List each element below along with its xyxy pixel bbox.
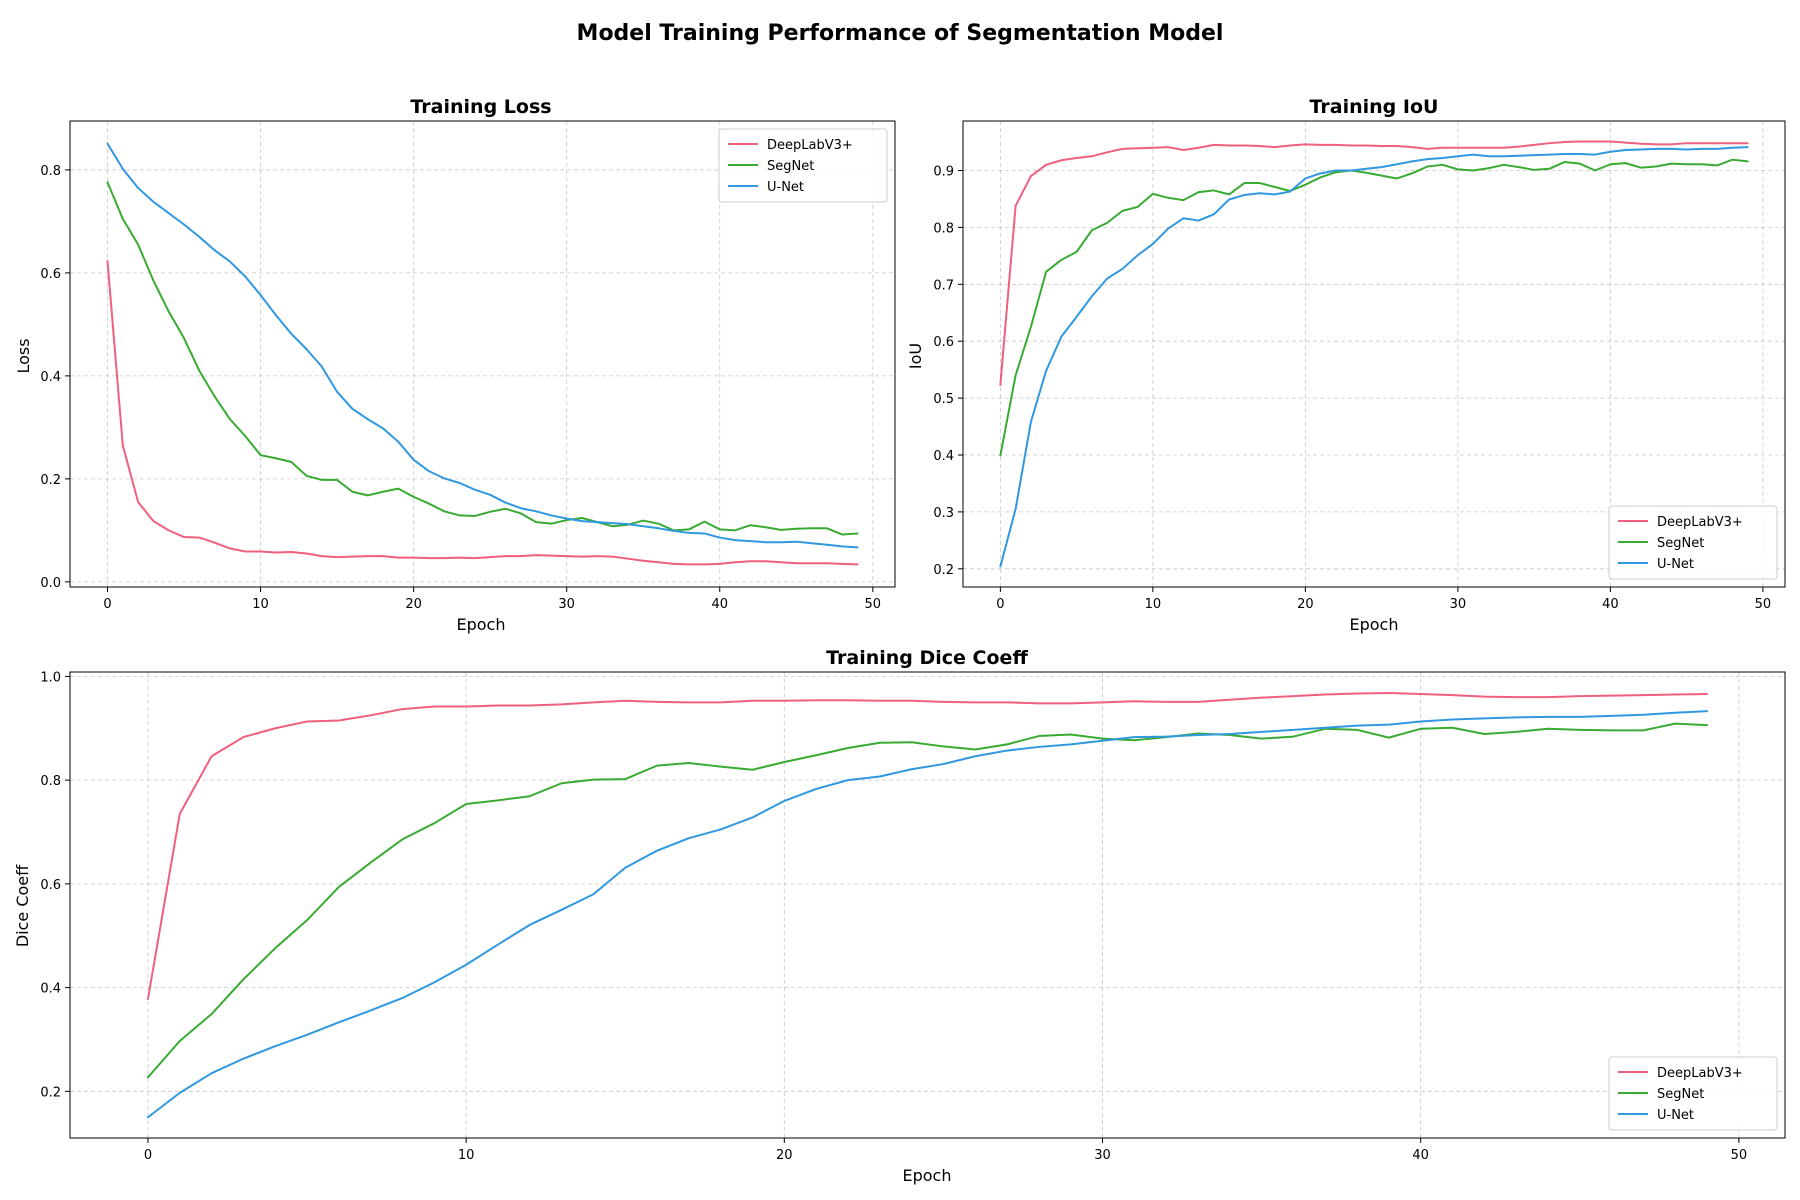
dice-series-segnet-line	[146, 722, 1709, 1079]
iou-xtick-label: 50	[1755, 597, 1772, 612]
dice-xtick-label: 10	[458, 1148, 475, 1163]
loss-ytick-label: 0.2	[40, 473, 61, 488]
iou-ytick-label: 0.5	[933, 392, 954, 407]
loss-legend-label-segnet: SegNet	[767, 159, 814, 174]
loss-chart-ylabel: Loss	[14, 338, 33, 373]
dice-grid	[70, 672, 1785, 1138]
iou-ytick-label: 0.2	[933, 563, 954, 578]
dice-legend-box	[1608, 1056, 1778, 1131]
iou-legend-label-deeplabv3: DeepLabV3+	[1657, 515, 1743, 530]
dice-xtick-label: 50	[1731, 1148, 1748, 1163]
iou-chart: Training IoU Epoch IoU 0 10 20 30 40 50 0.2 0.3…	[906, 96, 1786, 634]
iou-xtick-label: 20	[1297, 597, 1314, 612]
iou-plot-frame	[962, 120, 1786, 588]
dice-legend-label-u-net: U-Net	[1657, 1108, 1694, 1123]
figure-title: Model Training Performance of Segmentati…	[577, 21, 1224, 46]
iou-chart-xlabel: Epoch	[1350, 615, 1399, 634]
iou-chart-title: Training IoU	[1310, 96, 1439, 118]
dice-xtick-label: 30	[1094, 1148, 1111, 1163]
dice-chart-title: Training Dice Coeff	[826, 647, 1028, 669]
dice-legend: DeepLabV3+ SegNet U-Net	[1608, 1056, 1778, 1131]
iou-series-u-net-line	[999, 146, 1749, 568]
loss-series-segnet-line	[106, 181, 859, 536]
iou-xtick-label: 30	[1450, 597, 1467, 612]
dice-legend-label-deeplabv3: DeepLabV3+	[1657, 1066, 1743, 1081]
iou-legend: DeepLabV3+ SegNet U-Net	[1608, 505, 1778, 580]
loss-chart: Training Loss Epoch Loss 0 10 20 30 40 50 0.0 0…	[14, 96, 896, 634]
dice-chart-ylabel: Dice Coeff	[13, 864, 32, 947]
iou-xtick-label: 0	[996, 597, 1004, 612]
loss-xtick-label: 40	[711, 597, 728, 612]
dice-ytick-label: 0.4	[40, 982, 61, 997]
loss-chart-xlabel: Epoch	[457, 615, 506, 634]
iou-series-deeplabv3-line	[999, 140, 1749, 387]
dice-xtick-label: 20	[776, 1148, 793, 1163]
iou-legend-label-segnet: SegNet	[1657, 536, 1704, 551]
loss-xtick-label: 20	[405, 597, 422, 612]
iou-grid	[963, 121, 1785, 587]
loss-legend-label-u-net: U-Net	[767, 180, 804, 195]
iou-ytick-label: 0.8	[933, 221, 954, 236]
loss-xtick-label: 0	[103, 597, 111, 612]
dice-plot-frame	[69, 671, 1786, 1139]
loss-xtick-label: 10	[252, 597, 269, 612]
iou-legend-label-u-net: U-Net	[1657, 557, 1694, 572]
loss-series-deeplabv3-line	[106, 260, 859, 566]
iou-ytick-label: 0.9	[933, 165, 954, 180]
iou-legend-box	[1608, 505, 1778, 580]
iou-xtick-label: 10	[1145, 597, 1162, 612]
loss-xtick-label: 30	[558, 597, 575, 612]
loss-legend: DeepLabV3+ SegNet U-Net	[718, 128, 888, 203]
loss-ytick-label: 0.8	[40, 164, 61, 179]
loss-xtick-label: 50	[865, 597, 882, 612]
dice-series-deeplabv3-line	[146, 692, 1709, 1000]
loss-chart-title: Training Loss	[410, 96, 551, 118]
dice-xtick-label: 40	[1412, 1148, 1429, 1163]
loss-legend-box	[718, 128, 888, 203]
dice-chart-xlabel: Epoch	[903, 1166, 952, 1185]
loss-ytick-label: 0.0	[40, 576, 61, 591]
loss-plot-frame	[69, 120, 896, 588]
iou-ytick-label: 0.3	[933, 506, 954, 521]
dice-ytick-label: 0.2	[40, 1085, 61, 1100]
iou-ytick-label: 0.4	[933, 449, 954, 464]
loss-legend-label-deeplabv3: DeepLabV3+	[767, 138, 853, 153]
loss-ytick-label: 0.6	[40, 267, 61, 282]
iou-ytick-label: 0.6	[933, 335, 954, 350]
dice-ytick-label: 1.0	[40, 670, 61, 685]
dice-legend-label-segnet: SegNet	[1657, 1087, 1704, 1102]
dice-ytick-label: 0.6	[40, 878, 61, 893]
loss-ytick-label: 0.4	[40, 370, 61, 385]
iou-series-segnet-line	[999, 158, 1749, 457]
dice-xtick-label: 0	[144, 1148, 152, 1163]
dice-chart: Training Dice Coeff Epoch Dice Coeff 0 10…	[13, 647, 1786, 1185]
dice-ytick-label: 0.8	[40, 774, 61, 789]
iou-chart-ylabel: IoU	[906, 343, 925, 369]
dice-series-u-net-line	[146, 710, 1709, 1119]
iou-ytick-label: 0.7	[933, 278, 954, 293]
iou-xtick-label: 40	[1602, 597, 1619, 612]
loss-series-u-net-line	[106, 142, 859, 549]
